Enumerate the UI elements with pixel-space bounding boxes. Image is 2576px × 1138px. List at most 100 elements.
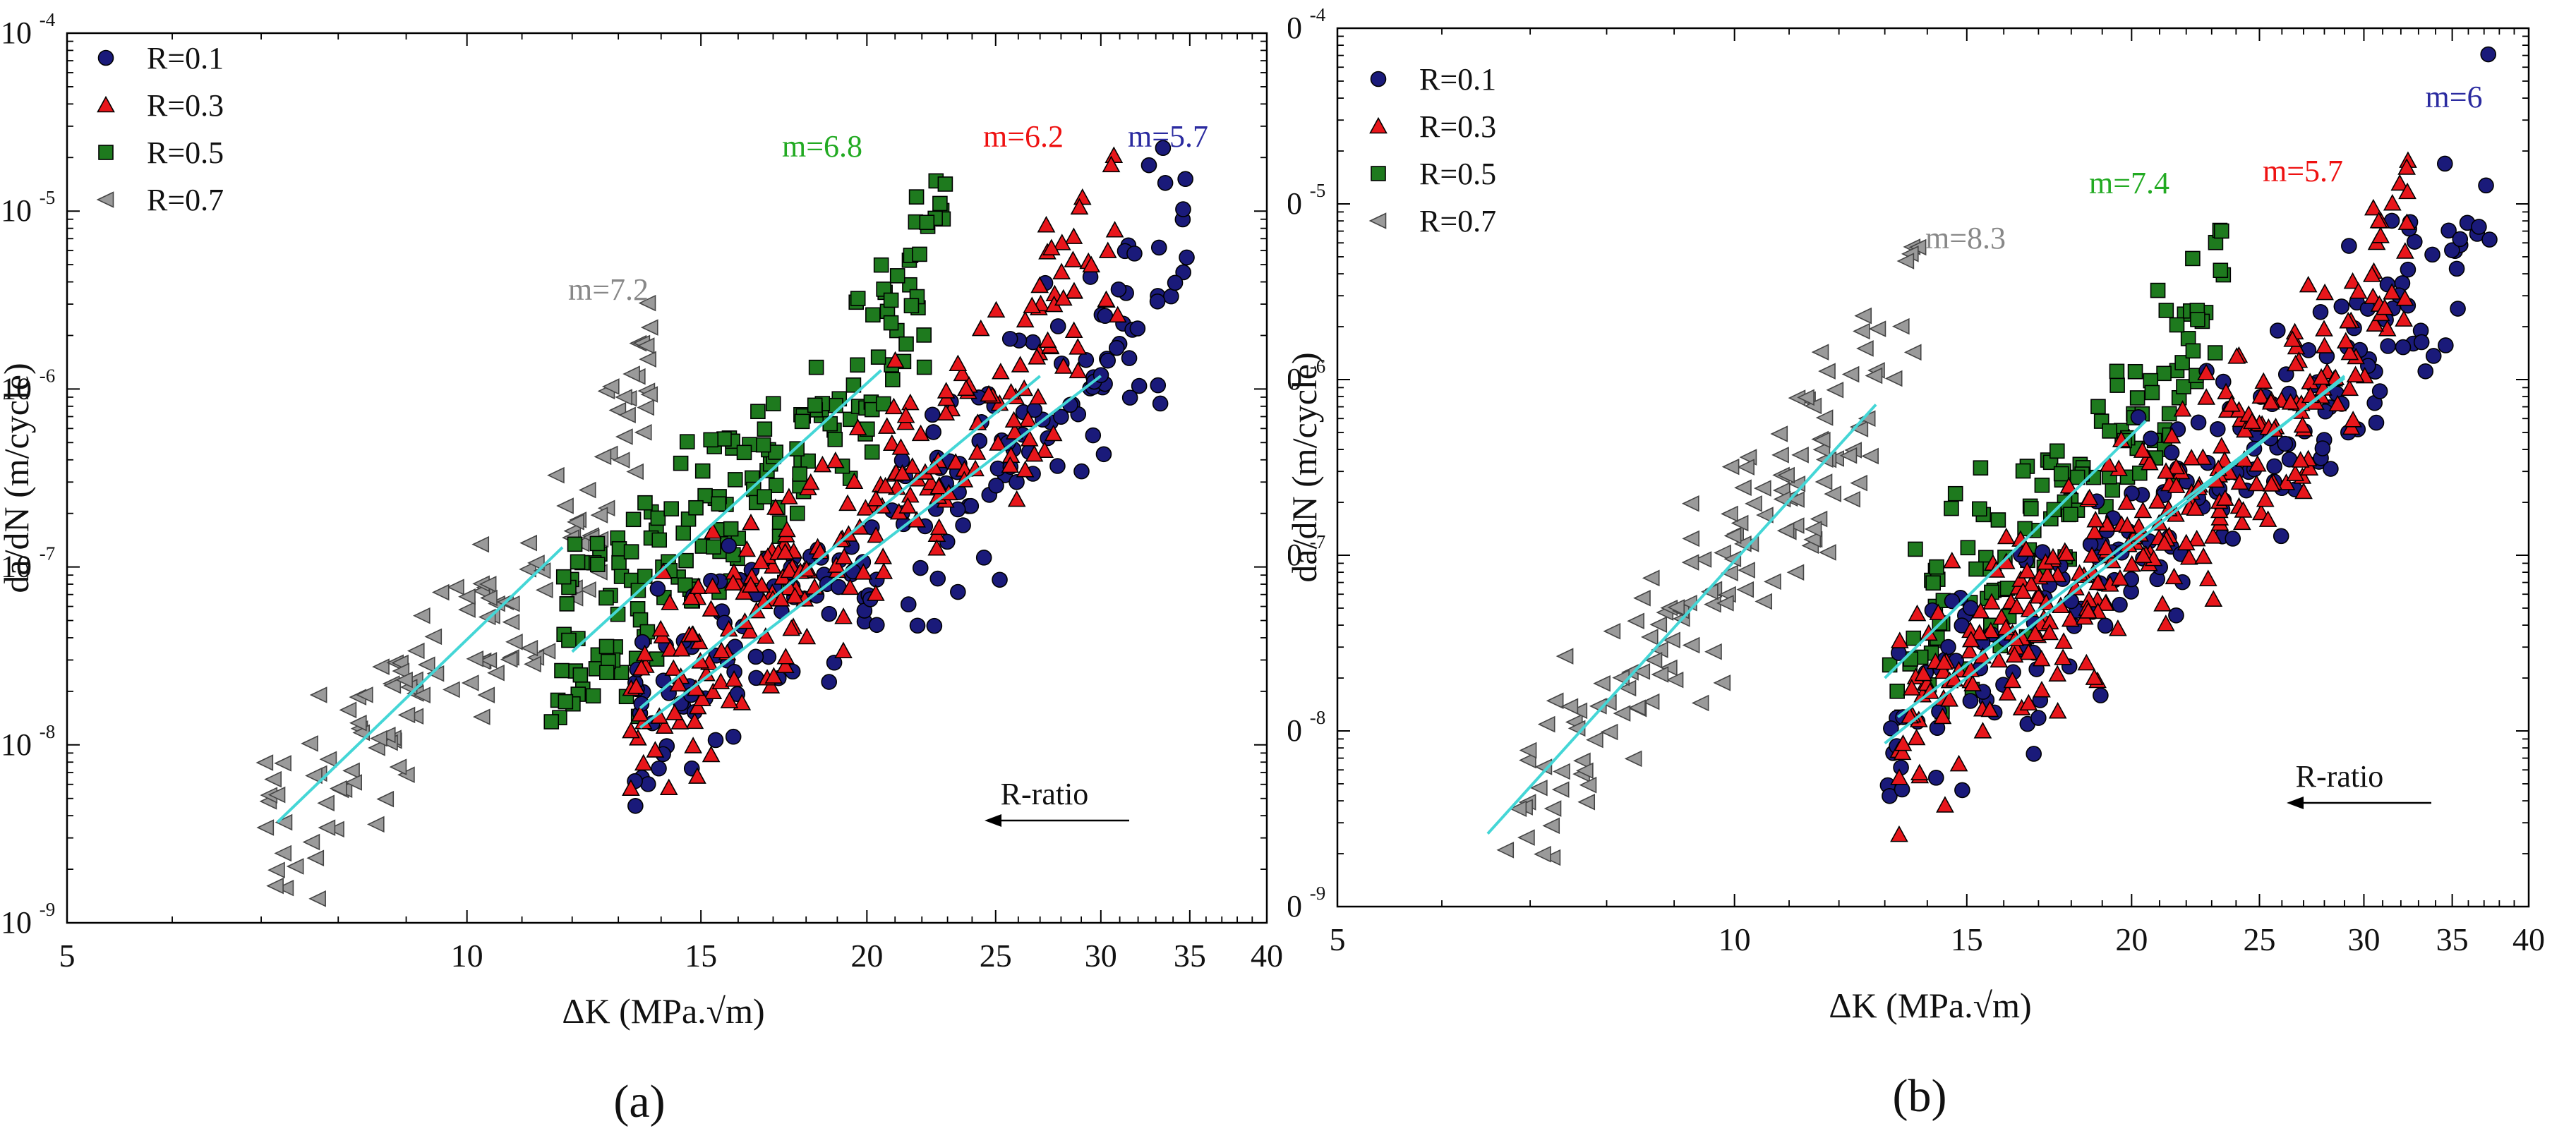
data-point bbox=[2397, 213, 2416, 230]
data-point bbox=[1640, 629, 1659, 646]
x-tick-label: 10 bbox=[1719, 921, 1751, 957]
data-point bbox=[2417, 363, 2434, 380]
data-point bbox=[2395, 339, 2412, 356]
data-point bbox=[2312, 368, 2330, 385]
data-point bbox=[1906, 630, 1922, 646]
data-point bbox=[1756, 507, 1774, 523]
data-point bbox=[1961, 630, 1980, 648]
data-point bbox=[527, 555, 545, 571]
data-point bbox=[2011, 570, 2030, 587]
data-point bbox=[2424, 246, 2440, 263]
data-point bbox=[776, 648, 795, 665]
data-point bbox=[318, 819, 336, 836]
data-point bbox=[1865, 367, 1883, 385]
data-point bbox=[1038, 331, 1057, 349]
data-point bbox=[635, 644, 654, 662]
data-point bbox=[2097, 515, 2117, 532]
data-point bbox=[1097, 290, 1116, 308]
data-point bbox=[2096, 594, 2115, 611]
data-point bbox=[1944, 500, 1959, 516]
data-point bbox=[834, 641, 853, 658]
data-point bbox=[1850, 474, 1868, 492]
data-point bbox=[807, 397, 823, 413]
data-point bbox=[679, 434, 695, 449]
data-point bbox=[417, 656, 435, 673]
data-point bbox=[2083, 546, 2102, 563]
slope-label: m=7.2 bbox=[568, 272, 649, 307]
data-point bbox=[1576, 762, 1594, 780]
data-point bbox=[1496, 842, 1515, 859]
data-point bbox=[2019, 643, 2038, 660]
slope-label: m=5.7 bbox=[1128, 119, 1208, 154]
data-point bbox=[740, 622, 759, 639]
data-point bbox=[477, 686, 495, 703]
data-point bbox=[725, 670, 743, 687]
data-point bbox=[2236, 420, 2254, 438]
legend-label: R=0.1 bbox=[1419, 62, 1496, 97]
legend-marker bbox=[1371, 166, 1386, 181]
data-point bbox=[2294, 482, 2313, 500]
data-point bbox=[2291, 451, 2310, 468]
data-point bbox=[431, 583, 450, 601]
data-point bbox=[1949, 754, 1968, 772]
data-point bbox=[2251, 387, 2270, 404]
legend-label: R=0.7 bbox=[147, 183, 224, 217]
chart-svg-a: 5 10 15 20 25 30 35 40 10 -9 10 -8 10 -7 10 -6 10 -5 10 -4 Δ… bbox=[0, 9, 1283, 1127]
data-point bbox=[896, 406, 915, 423]
legend-marker bbox=[98, 145, 114, 160]
data-point bbox=[703, 577, 722, 594]
x-tick-label: 15 bbox=[1951, 921, 1983, 957]
data-point bbox=[1624, 750, 1642, 768]
data-point bbox=[845, 377, 862, 393]
data-point bbox=[854, 563, 873, 580]
y-tick-label: 10 bbox=[1, 550, 32, 584]
data-point bbox=[1896, 253, 1915, 270]
data-point bbox=[556, 497, 574, 514]
data-point bbox=[274, 845, 292, 862]
data-point bbox=[2197, 388, 2216, 405]
data-point bbox=[1016, 310, 1035, 328]
data-point bbox=[1970, 624, 1989, 641]
data-point bbox=[867, 490, 885, 507]
data-point bbox=[2207, 345, 2223, 361]
data-point bbox=[1001, 456, 1020, 473]
x-tick-label: 25 bbox=[980, 938, 1012, 974]
data-point bbox=[1179, 249, 1195, 266]
data-point bbox=[615, 428, 633, 445]
data-point bbox=[1064, 227, 1083, 244]
data-point bbox=[1786, 564, 1805, 581]
data-point bbox=[646, 741, 665, 758]
data-point bbox=[610, 606, 626, 622]
data-point bbox=[1542, 817, 1560, 835]
data-point bbox=[747, 648, 764, 665]
data-points bbox=[255, 140, 1195, 907]
data-point bbox=[742, 514, 760, 531]
data-point bbox=[256, 819, 275, 836]
data-point bbox=[2086, 523, 2104, 540]
data-point bbox=[1755, 593, 1773, 610]
data-point bbox=[275, 813, 293, 831]
data-point bbox=[1530, 779, 1548, 797]
data-point bbox=[1020, 430, 1039, 447]
data-point bbox=[673, 455, 689, 471]
data-point bbox=[2033, 680, 2051, 698]
data-point bbox=[678, 552, 694, 569]
data-point bbox=[1649, 616, 1668, 633]
data-point bbox=[1929, 559, 1944, 575]
data-point bbox=[1691, 694, 1709, 712]
y-tick-exponent: -9 bbox=[40, 899, 56, 920]
data-point bbox=[1973, 460, 1989, 476]
data-point bbox=[669, 674, 688, 692]
data-point bbox=[655, 717, 674, 734]
data-point bbox=[912, 246, 927, 262]
data-point bbox=[702, 600, 721, 617]
data-point bbox=[1028, 348, 1047, 365]
data-point bbox=[1651, 666, 1669, 683]
data-point bbox=[2150, 282, 2166, 298]
data-point bbox=[889, 268, 905, 284]
data-point bbox=[1890, 825, 1908, 842]
data-point bbox=[801, 473, 820, 490]
data-point bbox=[835, 547, 853, 564]
data-point bbox=[2030, 710, 2047, 726]
data-point bbox=[870, 349, 886, 365]
